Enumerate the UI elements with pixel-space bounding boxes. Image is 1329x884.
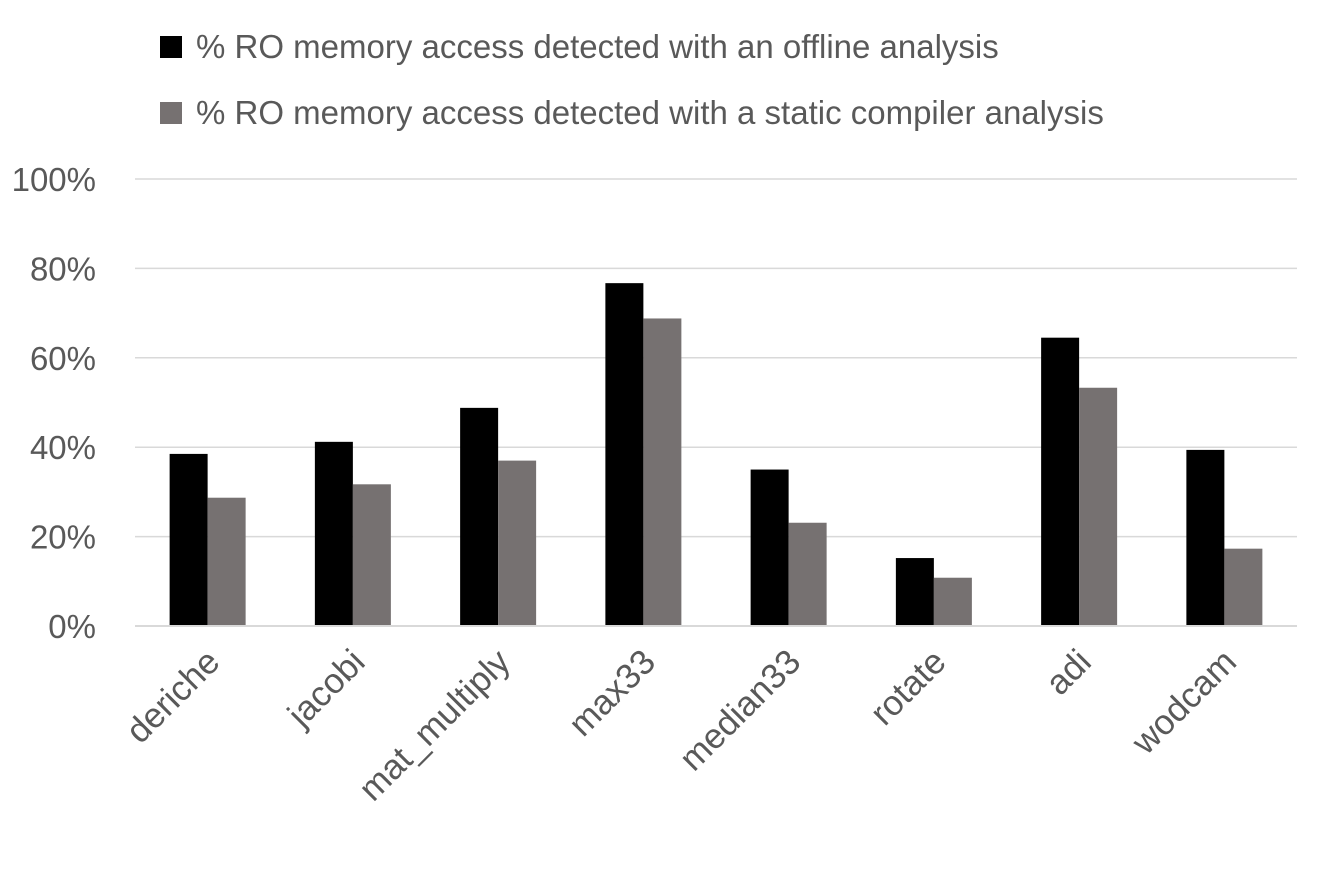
bar-offline-max33 [605,283,644,626]
x-tick-label-jacobi: jacobi [280,642,373,735]
x-tick-label-median33: median33 [672,642,808,778]
bar-static-wodcam [1224,548,1263,626]
bar-offline-rotate [895,558,934,626]
y-tick-label-60: 60% [30,340,96,377]
bar-static-deriche [207,497,246,626]
legend: % RO memory access detected with an offl… [160,14,1104,146]
legend-label-offline: % RO memory access detected with an offl… [196,28,999,65]
x-tick-label-rotate: rotate [863,642,954,733]
legend-item-offline: % RO memory access detected with an offl… [160,14,1104,80]
bar-offline-jacobi [314,441,353,626]
y-tick-label-80: 80% [30,250,96,287]
y-tick-label-100: 100% [12,161,96,198]
bar-offline-wodcam [1186,449,1225,626]
x-tick-label-adi: adi [1038,642,1099,703]
y-tick-label-0: 0% [48,608,96,645]
legend-swatch-static [160,102,182,124]
x-tick-label-max33: max33 [561,642,663,744]
x-tick-label-wodcam: wodcam [1124,642,1244,762]
legend-item-static: % RO memory access detected with a stati… [160,80,1104,146]
bar-static-rotate [933,577,972,626]
y-tick-label-40: 40% [30,429,96,466]
legend-swatch-offline [160,36,182,58]
bar-static-adi [1079,387,1118,626]
x-tick-label-deriche: deriche [119,642,228,751]
bar-offline-adi [1041,337,1080,626]
bar-offline-deriche [169,453,208,626]
bar-offline-mat_multiply [460,407,499,626]
bar-static-max33 [643,318,682,626]
bar-static-median33 [788,522,827,626]
y-tick-label-20: 20% [30,519,96,556]
bar-offline-median33 [750,469,789,626]
legend-label-static: % RO memory access detected with a stati… [196,94,1104,131]
bar-static-jacobi [352,484,391,626]
bar-static-mat_multiply [498,460,537,626]
x-tick-label-mat_multiply: mat_multiply [351,642,518,809]
